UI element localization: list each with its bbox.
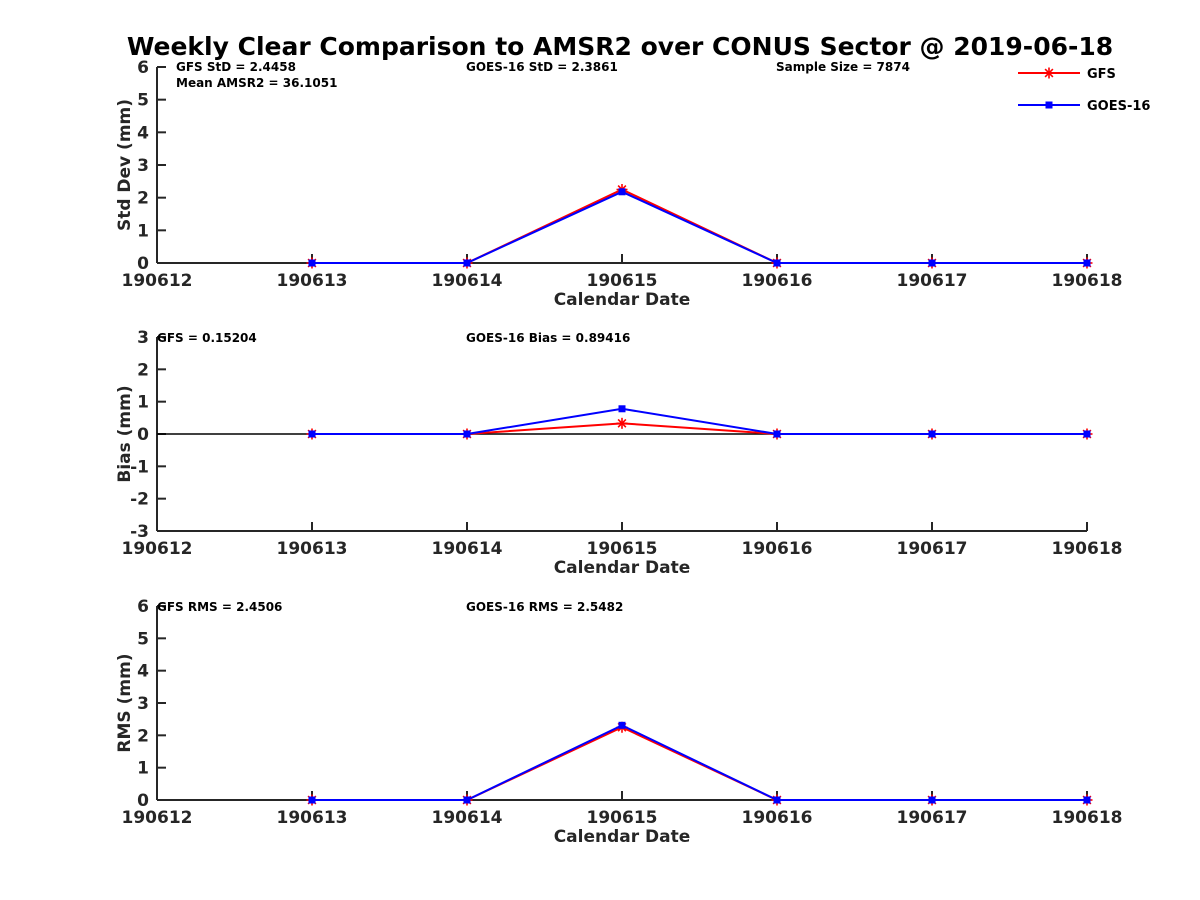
x-axis-label: Calendar Date xyxy=(554,290,691,310)
x-axis-label: Calendar Date xyxy=(554,558,691,578)
y-tick-label: 2 xyxy=(137,189,149,209)
x-tick-label: 190614 xyxy=(432,271,503,291)
x-tick-label: 190615 xyxy=(587,539,658,559)
chart-title: Weekly Clear Comparison to AMSR2 over CO… xyxy=(127,32,1113,61)
y-tick-label: -2 xyxy=(130,490,149,510)
data-point-goes-16 xyxy=(463,796,471,804)
data-point-goes-16 xyxy=(618,405,626,413)
data-point-goes-16 xyxy=(1083,259,1091,267)
y-tick-label: 2 xyxy=(137,360,149,380)
data-point-goes-16 xyxy=(928,796,936,804)
y-tick-label: -1 xyxy=(130,457,149,477)
y-axis-label: Bias (mm) xyxy=(115,385,135,482)
y-tick-label: -3 xyxy=(130,522,149,542)
x-tick-label: 190617 xyxy=(897,539,968,559)
legend-marker-gfs xyxy=(1043,67,1055,79)
series-line-goes-16 xyxy=(312,190,1087,264)
series-line-gfs xyxy=(312,422,1087,435)
data-point-goes-16 xyxy=(463,430,471,438)
panel-3: 190612 190613 190614 190615 190616 190617 1906… xyxy=(115,597,1122,847)
stat-annotation: GOES-16 RMS = 2.5482 xyxy=(466,600,623,614)
data-point-goes-16 xyxy=(1083,796,1091,804)
legend: GFS GOES-16 xyxy=(1018,67,1150,114)
y-tick-label: 4 xyxy=(137,123,149,143)
y-tick-label: 2 xyxy=(137,726,149,746)
x-tick-label: 190613 xyxy=(277,539,348,559)
y-tick-label: 0 xyxy=(137,254,149,274)
y-tick-label: 6 xyxy=(137,597,149,617)
stat-annotation: GFS RMS = 2.4506 xyxy=(157,600,282,614)
x-tick-label: 190613 xyxy=(277,808,348,828)
y-tick-label: 6 xyxy=(137,58,149,78)
x-tick-label: 190612 xyxy=(122,808,193,828)
data-point-goes-16 xyxy=(928,259,936,267)
panel-2: 190612 190613 190614 190615 190616 190617 1906… xyxy=(115,328,1122,578)
legend-label-gfs: GFS xyxy=(1087,67,1116,82)
y-tick-label: 1 xyxy=(137,759,149,779)
data-point-goes-16 xyxy=(308,259,316,267)
x-tick-label: 190618 xyxy=(1052,539,1123,559)
x-tick-label: 190612 xyxy=(122,271,193,291)
y-tick-label: 5 xyxy=(137,629,149,649)
x-tick-label: 190615 xyxy=(587,808,658,828)
data-point-goes-16 xyxy=(308,796,316,804)
x-tick-label: 190617 xyxy=(897,808,968,828)
x-tick-label: 190613 xyxy=(277,271,348,291)
data-point-goes-16 xyxy=(773,259,781,267)
stat-annotation: GOES-16 StD = 2.3861 xyxy=(466,60,618,74)
series-line-goes-16 xyxy=(312,724,1087,801)
y-tick-label: 1 xyxy=(137,221,149,241)
data-point-goes-16 xyxy=(618,721,626,729)
x-tick-label: 190617 xyxy=(897,271,968,291)
panel-1: 190612 190613 190614 190615 190616 190617 1906… xyxy=(115,58,1122,310)
x-tick-label: 190618 xyxy=(1052,808,1123,828)
x-tick-label: 190618 xyxy=(1052,271,1123,291)
x-tick-label: 190615 xyxy=(587,271,658,291)
y-tick-label: 5 xyxy=(137,91,149,111)
stat-annotation: GFS = 0.15204 xyxy=(157,331,257,345)
legend-marker-goes-16 xyxy=(1045,101,1053,109)
x-tick-label: 190616 xyxy=(742,808,813,828)
y-tick-label: 3 xyxy=(137,694,149,714)
stat-annotation: GFS StD = 2.4458 xyxy=(176,60,296,74)
y-tick-label: 1 xyxy=(137,393,149,413)
y-tick-label: 0 xyxy=(137,425,149,445)
x-axis-label: Calendar Date xyxy=(554,827,691,847)
x-tick-label: 190616 xyxy=(742,539,813,559)
series-line-gfs xyxy=(312,188,1087,264)
legend-label-goes-16: GOES-16 xyxy=(1087,99,1150,114)
stat-annotation: Sample Size = 7874 xyxy=(776,60,910,74)
data-point-goes-16 xyxy=(618,188,626,196)
series-line-goes-16 xyxy=(312,407,1087,435)
data-point-gfs xyxy=(616,417,628,429)
y-tick-label: 3 xyxy=(137,328,149,348)
stat-annotation: GOES-16 Bias = 0.89416 xyxy=(466,331,630,345)
data-point-goes-16 xyxy=(773,430,781,438)
x-tick-label: 190616 xyxy=(742,271,813,291)
data-point-goes-16 xyxy=(928,430,936,438)
data-point-goes-16 xyxy=(463,259,471,267)
x-tick-label: 190614 xyxy=(432,808,503,828)
y-axis-label: Std Dev (mm) xyxy=(115,99,135,231)
y-tick-label: 0 xyxy=(137,791,149,811)
data-point-goes-16 xyxy=(308,430,316,438)
data-point-goes-16 xyxy=(1083,430,1091,438)
data-point-goes-16 xyxy=(773,796,781,804)
y-tick-label: 3 xyxy=(137,156,149,176)
x-tick-label: 190612 xyxy=(122,539,193,559)
x-tick-label: 190614 xyxy=(432,539,503,559)
y-axis-label: RMS (mm) xyxy=(115,653,135,752)
stat-annotation: Mean AMSR2 = 36.1051 xyxy=(176,76,337,90)
y-tick-label: 4 xyxy=(137,662,149,682)
